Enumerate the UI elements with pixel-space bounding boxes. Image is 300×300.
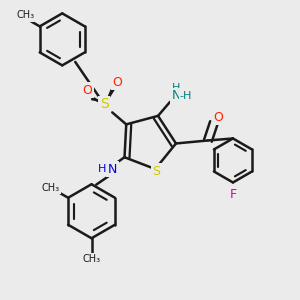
Text: N: N bbox=[108, 163, 117, 176]
Text: O: O bbox=[213, 111, 223, 124]
Text: O: O bbox=[112, 76, 122, 89]
Text: O: O bbox=[82, 84, 92, 97]
Text: F: F bbox=[230, 188, 236, 201]
Text: S: S bbox=[100, 98, 109, 111]
Text: -H: -H bbox=[180, 91, 192, 101]
Text: S: S bbox=[152, 164, 160, 178]
Text: H: H bbox=[98, 164, 107, 174]
Text: CH₃: CH₃ bbox=[82, 254, 100, 264]
Text: H: H bbox=[172, 83, 180, 93]
Text: CH₃: CH₃ bbox=[17, 11, 35, 20]
Text: CH₃: CH₃ bbox=[41, 183, 59, 193]
Text: N: N bbox=[171, 89, 181, 102]
